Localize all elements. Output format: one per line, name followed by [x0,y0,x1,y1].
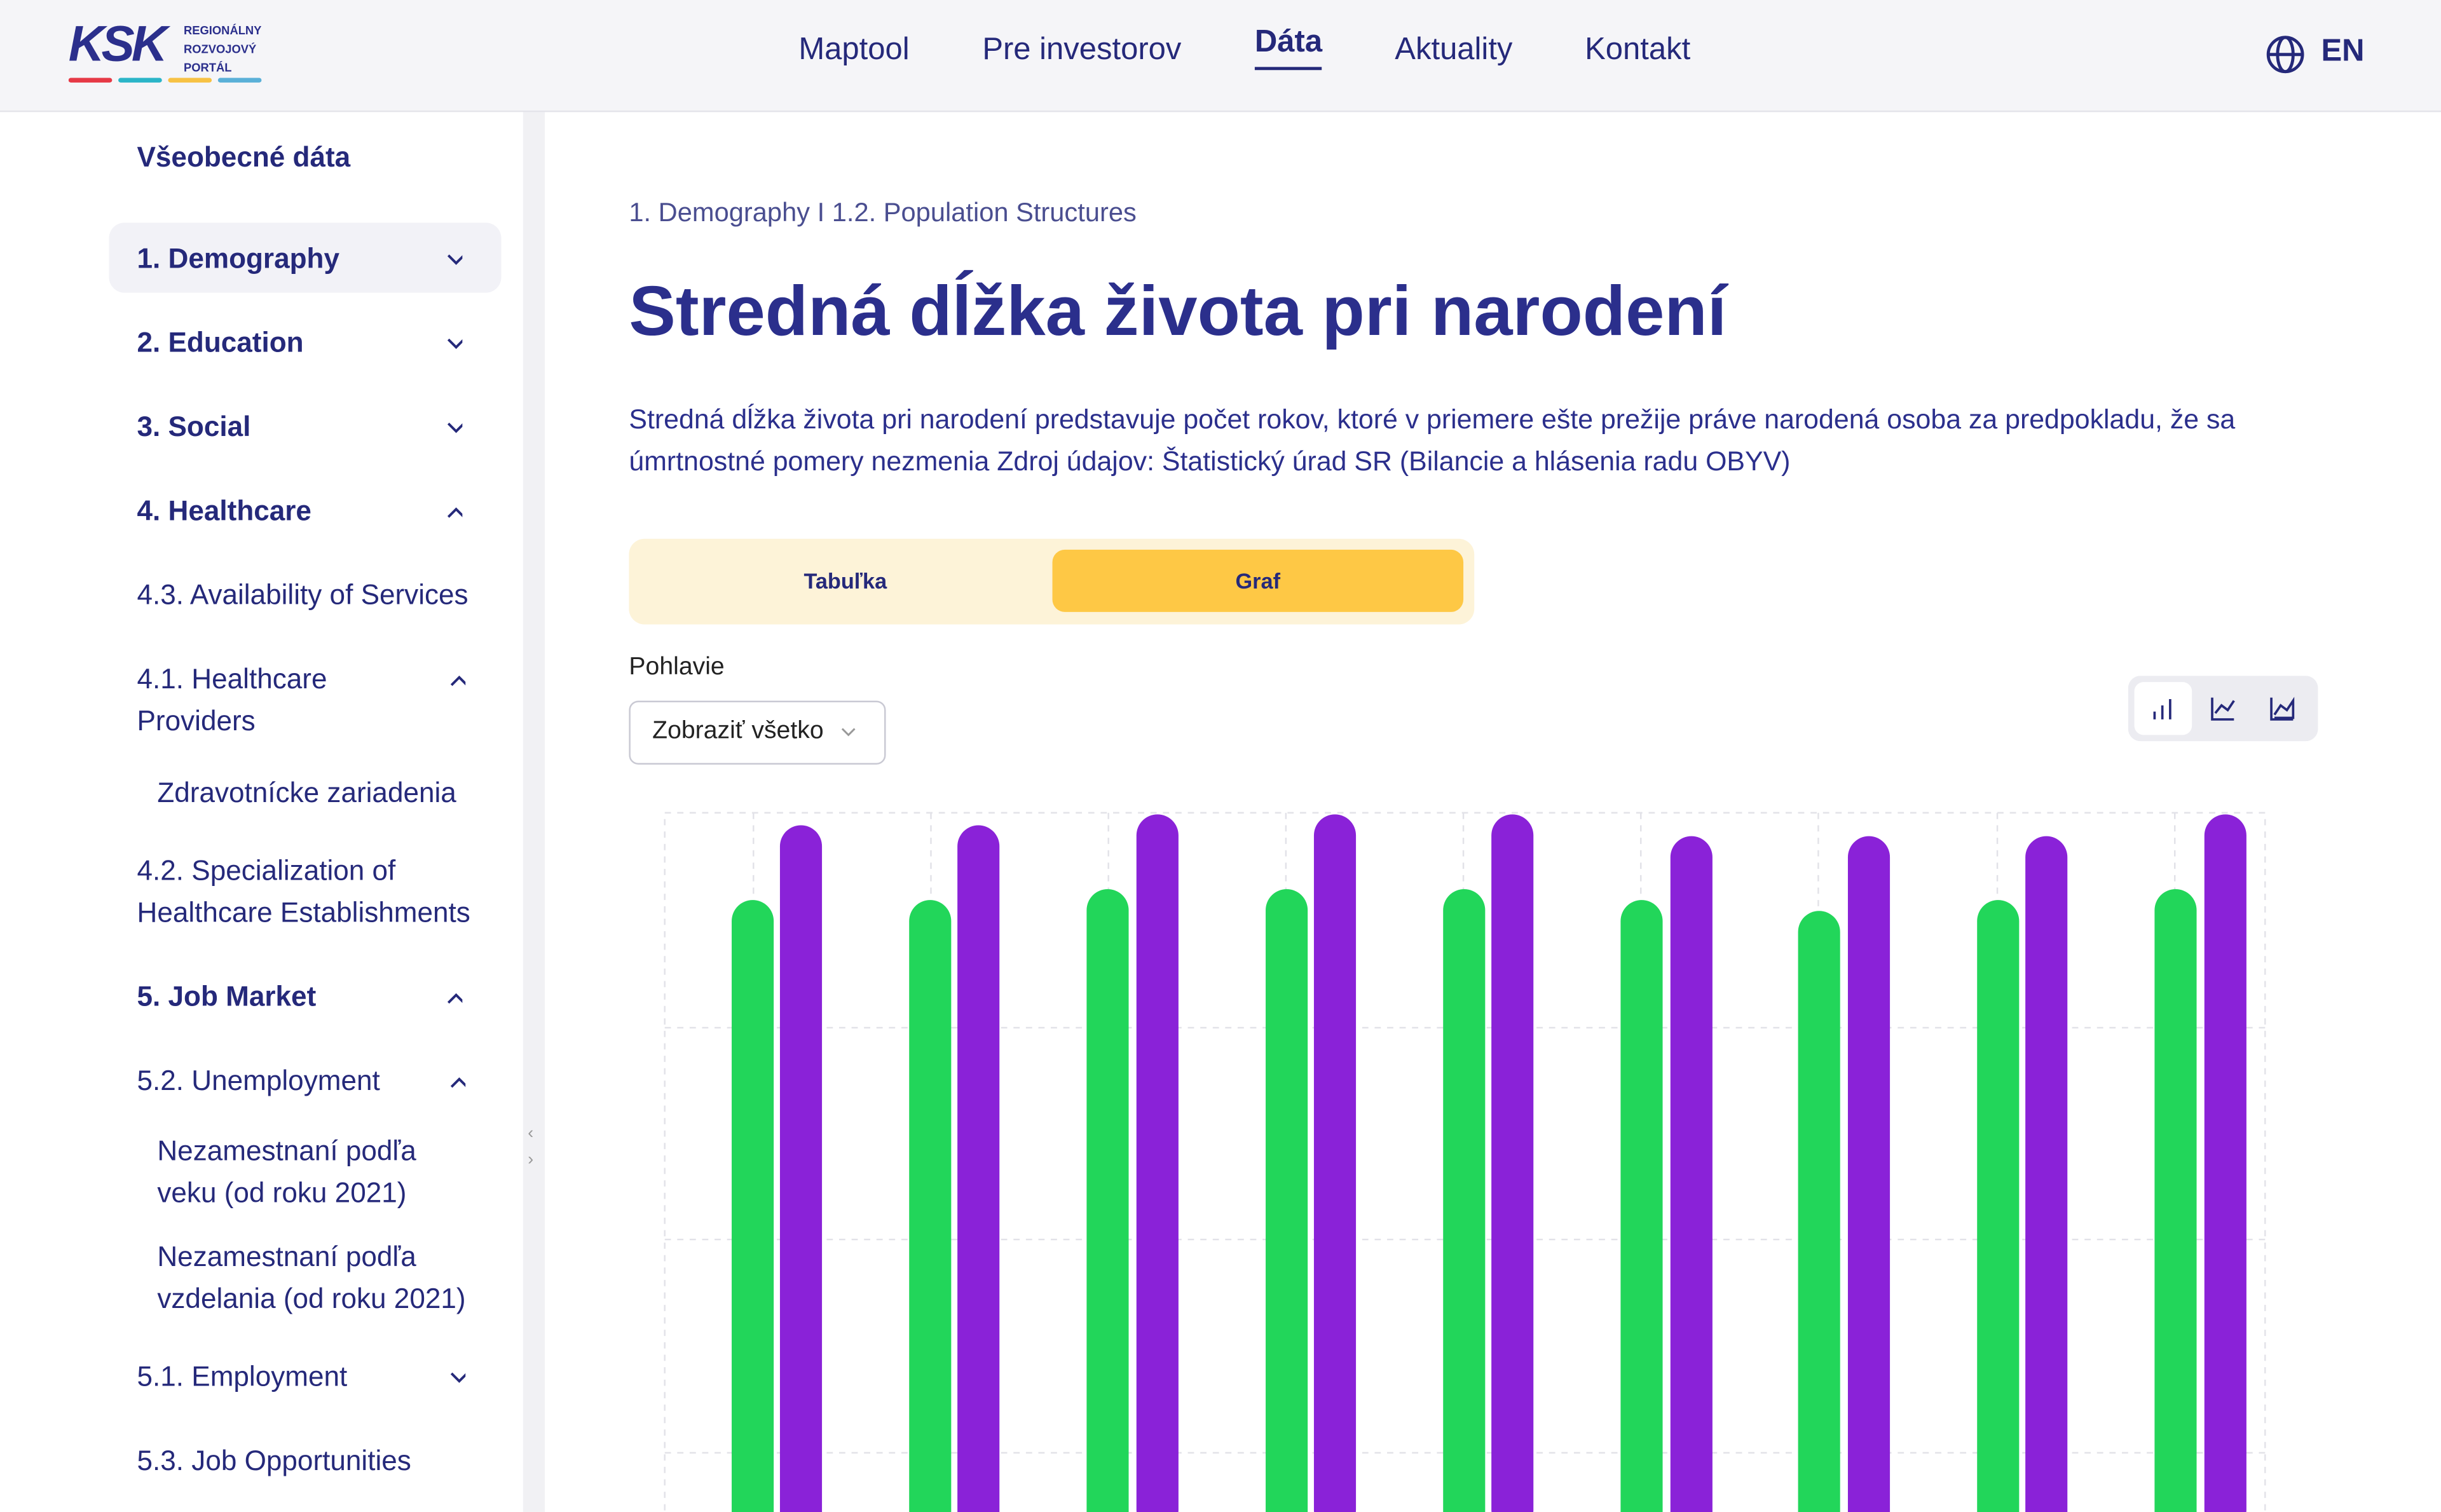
sidebar-item[interactable]: 4.1. Healthcare Providers [137,663,327,737]
sidebar-item[interactable]: 2. Education [137,327,304,358]
nav-link[interactable]: Maptool [798,32,910,67]
chevron[interactable] [450,674,466,690]
chevron[interactable] [447,992,463,1008]
tab[interactable]: Tabuľka [803,568,887,594]
sidebar-item[interactable]: 5.2. Unemployment [137,1065,380,1096]
logo-text: REGIONÁLNY ROZVOJOVÝ PORTÁL [184,22,261,78]
language[interactable]: EN [2321,34,2365,69]
chevron[interactable] [450,1076,466,1092]
breadcrumb: 1. Demography I 1.2. Population Structur… [629,198,1137,228]
chevron[interactable] [447,506,463,522]
nav-link[interactable]: Aktuality [1395,32,1513,67]
logo-stripes [68,78,262,83]
sidebar-item[interactable]: 5.3. Job Opportunities [137,1445,411,1476]
globe-icon[interactable] [2265,34,2306,75]
logo-line: REGIONÁLNY [183,23,262,37]
active-bg [109,222,502,293]
sidebar-item[interactable]: 4.2. Specialization of Healthcare Establ… [137,855,470,929]
sidebar-item[interactable]: 5.1. Employment [137,1361,348,1393]
sidebar-item[interactable]: 4. Healthcare [137,495,311,527]
bars-purple [779,814,2246,1512]
sidebar-item[interactable]: Nezamestnaní podľa veku (od roku 2021) [157,1135,416,1209]
chevron[interactable] [447,254,463,269]
chart-type-switch [2128,676,2318,742]
chevron[interactable] [447,338,463,354]
sidebar-item[interactable]: 1. Demography [137,243,339,275]
sidebar-item[interactable]: 3. Social [137,411,251,442]
filter-label: Pohlavie [629,654,725,681]
header: KSK REGIONÁLNY ROZVOJOVÝ PORTÁL Maptool … [0,0,2441,112]
tab-active[interactable]: Graf [1052,549,1464,612]
scrollbar[interactable]: ‹ › [523,112,545,1512]
filter-value: Zobraziť všetko [652,718,824,745]
bars-green [732,889,2197,1512]
nav-link[interactable]: Pre investorov [982,32,1182,67]
nav-link[interactable]: Dáta [1254,25,1323,71]
dropdown-icon [841,728,856,737]
chevron[interactable] [450,1372,466,1387]
sidebar-title: Všeobecné dáta [137,141,351,173]
sidebar-item[interactable]: 5. Job Market [137,981,317,1012]
description: Stredná dĺžka života pri narodení predst… [629,403,2236,477]
collapse-handle[interactable]: ‹ › [528,1124,534,1169]
logo-line: ROZVOJOVÝ [183,42,257,57]
page-title: Stredná dĺžka života pri narodení [629,271,1727,351]
filter-select[interactable]: Zobraziť všetko [629,700,886,765]
sidebar-item[interactable]: Zdravotnícke zariadenia [157,777,456,808]
sidebar-item[interactable]: Nezamestnaní podľa vzdelania (od roku 20… [157,1241,466,1314]
sidebar: Všeobecné dáta 1. Demography 2. Education… [0,112,523,1512]
sidebar-item[interactable]: 4.3. Availability of Services [137,579,468,611]
logo[interactable]: KSK [68,15,168,72]
nav-link[interactable]: Kontakt [1585,32,1691,67]
logo-line: PORTÁL [183,60,232,75]
chevron[interactable] [447,422,463,438]
